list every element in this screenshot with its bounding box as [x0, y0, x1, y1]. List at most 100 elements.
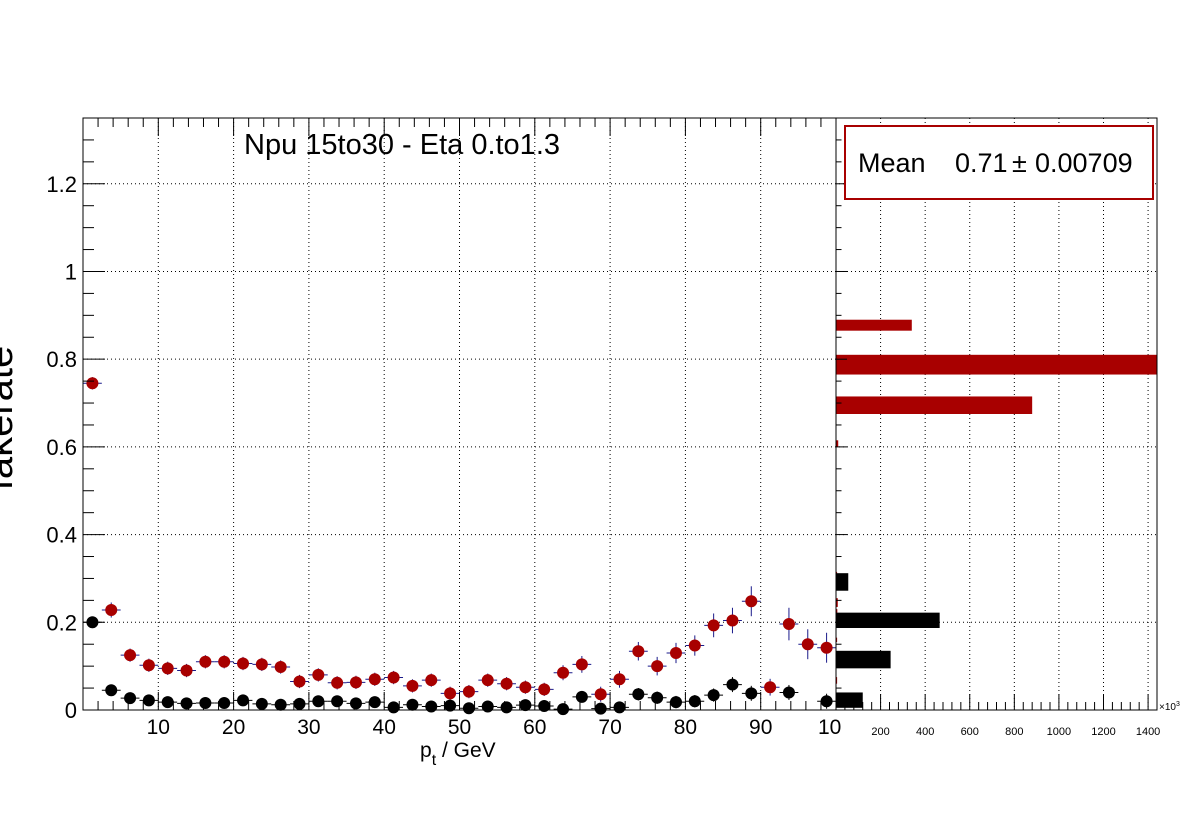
y-axis-label: fakerate [0, 346, 21, 491]
data-point [199, 655, 212, 668]
data-point [406, 679, 419, 692]
data-point [218, 655, 231, 668]
data-point [557, 703, 570, 716]
x-tick-label: 60 [523, 716, 546, 739]
data-point [293, 675, 306, 688]
data-point [387, 671, 400, 684]
data-point [142, 659, 155, 672]
data-point [142, 694, 155, 707]
right-x-multiplier-base: ×10 [1159, 702, 1176, 713]
data-point [86, 377, 99, 390]
y-tick-label: 1 [65, 259, 77, 284]
projection-x-tick-label: 200 [871, 726, 889, 738]
projection-x-tick-label: 1400 [1136, 726, 1160, 738]
data-point [632, 688, 645, 701]
data-point [538, 700, 551, 713]
data-points [83, 377, 836, 716]
x-tick-label: 90 [749, 716, 772, 739]
projection-bar [836, 598, 838, 607]
x-tick-label: 70 [598, 716, 621, 739]
y-tick-label: 0.2 [46, 610, 77, 635]
data-point [425, 674, 438, 687]
data-point [500, 701, 513, 714]
data-point [726, 614, 739, 627]
stats-mean-error: 0.00709 [1035, 148, 1133, 178]
x-axis-label-rest: / GeV [436, 739, 496, 762]
projection-bar [836, 692, 863, 708]
data-point [575, 690, 588, 703]
data-point [406, 698, 419, 711]
data-point [462, 685, 475, 698]
data-point [180, 664, 193, 677]
y-tick-label: 0.4 [46, 523, 77, 548]
projection-bar [836, 573, 849, 591]
data-point [688, 695, 701, 708]
data-point [274, 661, 287, 674]
projection-bar [836, 440, 839, 447]
x-axis-label-sub: t [432, 752, 437, 769]
data-point [425, 700, 438, 713]
data-point [444, 687, 457, 700]
data-point [124, 692, 137, 705]
data-point [651, 660, 664, 673]
data-point [820, 641, 833, 654]
data-point [707, 619, 720, 632]
data-point [519, 699, 532, 712]
data-point [613, 673, 626, 686]
data-point [669, 696, 682, 709]
data-point [500, 677, 513, 690]
data-point [726, 678, 739, 691]
projection-x-tick-label: 400 [916, 726, 934, 738]
data-point [274, 698, 287, 711]
x-tick-label: 50 [448, 716, 471, 739]
projection-bars [836, 319, 1157, 708]
data-point [538, 683, 551, 696]
data-point [331, 676, 344, 689]
data-point [651, 691, 664, 704]
chart-title: Npu 15to30 - Eta 0.to1.3 [244, 129, 560, 161]
data-point [387, 701, 400, 714]
projection-bar [836, 319, 912, 331]
right-x-multiplier: ×103 [1159, 701, 1180, 713]
y-tick-label: 1.2 [46, 172, 77, 197]
data-point [331, 695, 344, 708]
stats-mean-label: Mean [858, 148, 926, 178]
right-x-multiplier-exp: 3 [1176, 701, 1180, 708]
data-point [688, 639, 701, 652]
projection-x-tick-label: 1000 [1047, 726, 1071, 738]
data-point [462, 702, 475, 715]
data-point [199, 696, 212, 709]
data-point [161, 662, 174, 675]
data-point [782, 618, 795, 631]
data-point [349, 676, 362, 689]
x-tick-label: 80 [674, 716, 697, 739]
stats-plus-minus: ± [1012, 148, 1027, 178]
data-point [293, 697, 306, 710]
data-point [745, 687, 758, 700]
projection-bar [836, 396, 1033, 414]
data-point [481, 674, 494, 687]
projection-bar [836, 650, 891, 669]
projection-bar [836, 612, 940, 628]
data-point [368, 696, 381, 709]
data-point [575, 658, 588, 671]
x-tick-label: 10 [147, 716, 170, 739]
data-point [481, 700, 494, 713]
data-point [105, 604, 118, 617]
stats-mean-value: 0.71 [955, 148, 1008, 178]
projection-x-tick-label: 800 [1005, 726, 1023, 738]
data-point [669, 646, 682, 659]
data-point [237, 657, 250, 670]
projection-bar [836, 609, 838, 614]
data-point [745, 595, 758, 608]
data-point [312, 695, 325, 708]
data-point [801, 638, 814, 651]
x-tick-label: 20 [222, 716, 245, 739]
data-point [557, 666, 570, 679]
data-point [594, 702, 607, 715]
data-point [255, 658, 268, 671]
data-point [368, 673, 381, 686]
data-point [764, 681, 777, 694]
stats-box [844, 125, 1154, 200]
